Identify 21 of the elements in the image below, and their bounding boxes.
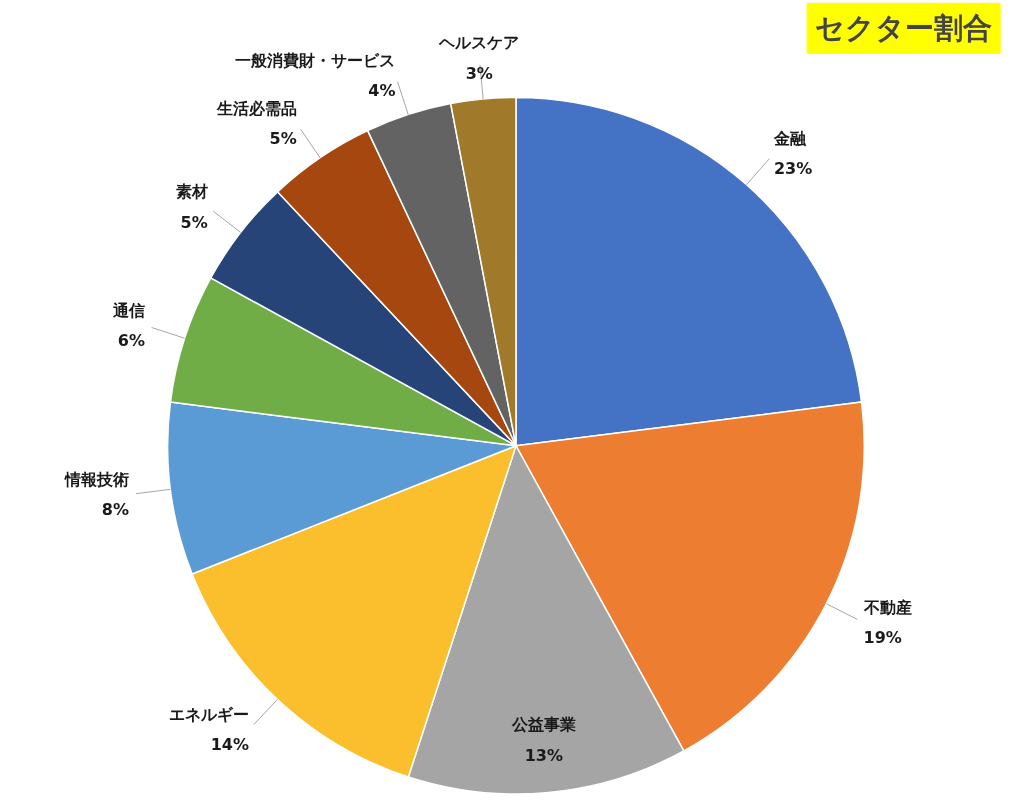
slice-label: 情報技術 <box>63 469 129 489</box>
data-label: 5% <box>180 212 208 232</box>
slice-label: 一般消費財・サービス <box>235 50 396 70</box>
data-label: 8% <box>101 500 129 520</box>
slice-label: 素材 <box>175 182 208 202</box>
data-label: 3% <box>465 63 493 83</box>
slice-label: 通信 <box>111 300 145 320</box>
slice-label: 生活必需品 <box>215 98 297 118</box>
chart-title: セクター割合 <box>815 11 993 46</box>
slice-label: 不動産 <box>862 597 912 617</box>
data-label: 14% <box>210 735 249 755</box>
data-label: 6% <box>117 331 145 351</box>
slice-label: 金融 <box>772 128 807 148</box>
data-label: 19% <box>863 628 902 648</box>
slice-label: ヘルスケア <box>438 33 520 53</box>
slice-label: エネルギー <box>168 705 249 725</box>
data-label: 13% <box>524 745 563 765</box>
slice-label: 公益事業 <box>510 715 576 735</box>
data-label: 23% <box>773 159 813 179</box>
data-label: 4% <box>368 80 396 100</box>
data-label: 5% <box>269 129 297 149</box>
